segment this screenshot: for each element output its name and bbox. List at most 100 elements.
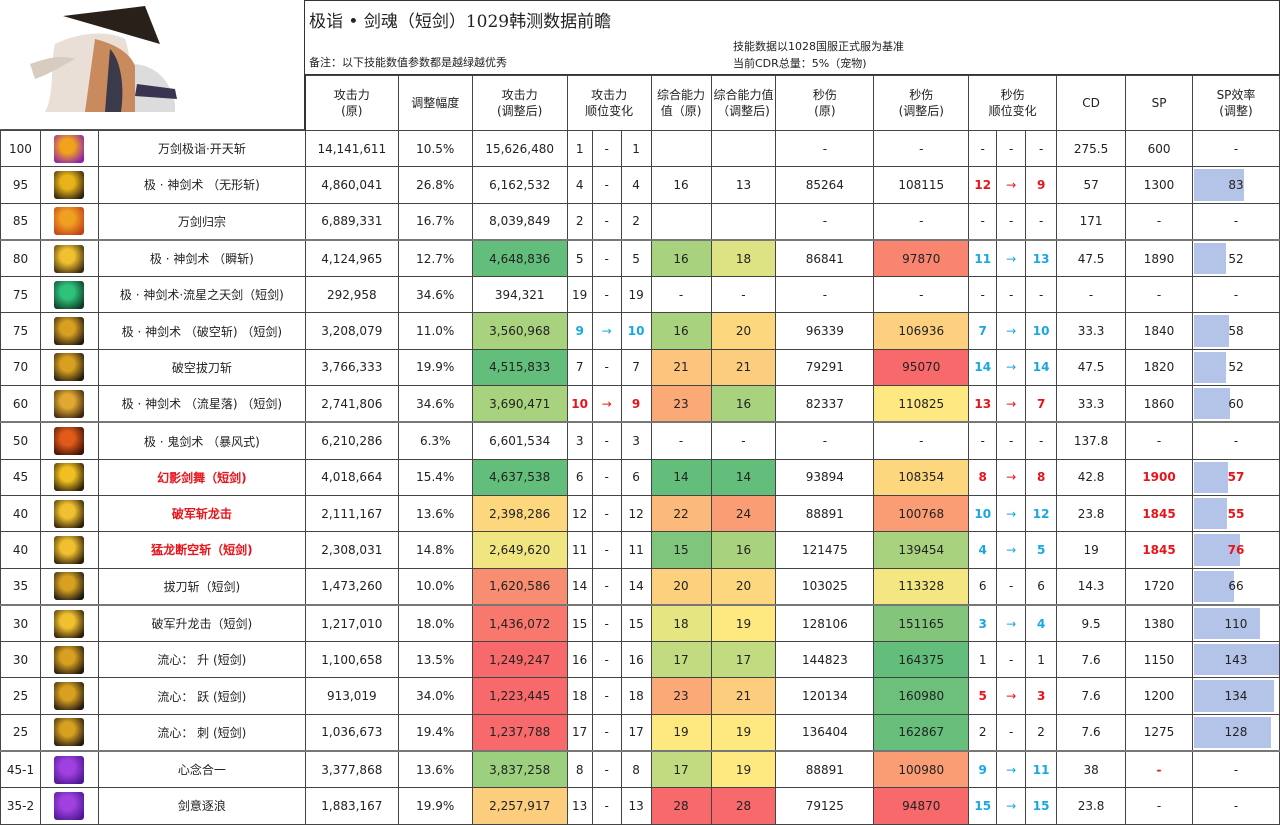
basis-line-1: 技能数据以1028国服正式服为基准 (733, 40, 904, 53)
skill-level: 25 (0, 713, 41, 752)
dps-rank-arrow: - (996, 567, 1027, 606)
atk-rank-arrow: - (591, 166, 622, 204)
liuxing-icon (54, 389, 85, 418)
adj-pct: 15.4% (397, 458, 473, 496)
table-row: 35-2 剑意逐浪 1,883,167 19.9% 2,257,917 13 -… (0, 787, 1280, 825)
atk-rank-before: 5 (566, 238, 593, 278)
dps-adj: 139454 (873, 531, 970, 569)
atk-rank-arrow: - (591, 531, 622, 569)
dps-orig: 121475 (775, 531, 875, 569)
overall-orig: 28 (650, 787, 712, 825)
overall-adj: 28 (710, 787, 777, 825)
sp-cost: - (1125, 750, 1193, 789)
atk-rank-arrow: - (591, 713, 622, 752)
table-row: 60 极 · 神剑术 （流星落) （短剑) 2,741,806 34.6% 3,… (0, 385, 1280, 423)
dps-rank-before: 2 (968, 713, 998, 752)
sp-efficiency-bar (1193, 570, 1234, 602)
atk-orig: 6,889,331 (304, 202, 399, 241)
atk-orig: 4,124,965 (304, 238, 399, 278)
atk-rank-before: 8 (566, 750, 593, 789)
skill-icon-cell (39, 348, 99, 387)
skill-icon-cell (39, 238, 99, 278)
sp-efficiency: 76 (1191, 531, 1280, 569)
skill-name: 猛龙断空斩（短剑) (97, 531, 306, 569)
skill-level: 85 (0, 202, 41, 241)
atk-rank-arrow: - (591, 567, 622, 606)
dps-orig: 79291 (775, 348, 875, 387)
sp-efficiency: - (1191, 276, 1280, 314)
badao-icon (54, 353, 85, 382)
sp-efficiency-bar (1193, 716, 1271, 749)
sp-efficiency-bar (1193, 680, 1274, 712)
atk-adj: 15,626,480 (471, 129, 568, 168)
atk-orig: 913,019 (304, 677, 399, 715)
dps-rank-before: 10 (968, 494, 998, 533)
skill-name: 流心： 跃 (短剑) (97, 677, 306, 715)
overall-orig: - (650, 421, 712, 460)
atk-rank-arrow: → (591, 385, 622, 423)
skill-level: 35 (0, 567, 41, 606)
sp-cost: 1845 (1125, 494, 1193, 533)
dps-adj: 108354 (873, 458, 970, 496)
skill-level: 60 (0, 385, 41, 423)
col-atk-rank: 攻击力 顺位变化 (566, 75, 652, 131)
overall-orig: 22 (650, 494, 712, 533)
atk-rank-after: 10 (620, 312, 652, 350)
atk-adj: 4,648,836 (471, 238, 568, 278)
atk-adj: 394,321 (471, 276, 568, 314)
skill-icon-cell (39, 312, 99, 350)
sp-efficiency: - (1191, 750, 1280, 789)
adj-pct: 6.3% (397, 421, 473, 460)
sp-efficiency-bar (1193, 315, 1229, 347)
basis-text: 技能数据以1028国服正式服为基准 当前CDR总量：5%（宠物) (733, 38, 904, 72)
dps-orig: 88891 (775, 750, 875, 789)
dps-rank-before: 13 (968, 385, 998, 423)
skill-level: 40 (0, 531, 41, 569)
table-row: 100 万剑极诣·开天斩 14,141,611 10.5% 15,626,480… (0, 129, 1280, 168)
dps-adj: 100768 (873, 494, 970, 533)
overall-adj: 19 (710, 713, 777, 752)
dps-adj: 113328 (873, 567, 970, 606)
dps-rank-arrow: → (996, 603, 1027, 643)
cooldown: 19 (1056, 531, 1127, 569)
sp-efficiency-bar (1193, 461, 1228, 493)
overall-orig: 23 (650, 677, 712, 715)
atk-rank-after: 6 (620, 458, 652, 496)
atk-orig: 4,018,664 (304, 458, 399, 496)
dps-rank-after: 8 (1025, 458, 1058, 496)
cooldown: 57 (1056, 166, 1127, 204)
table-row: 45 幻影剑舞（短剑) 4,018,664 15.4% 4,637,538 6 … (0, 458, 1280, 496)
atk-rank-arrow: - (591, 202, 622, 241)
overall-adj: 19 (710, 603, 777, 643)
dps-rank-arrow: → (996, 312, 1027, 350)
overall-adj (710, 202, 777, 241)
adj-pct: 34.0% (397, 677, 473, 715)
cooldown: 23.8 (1056, 787, 1127, 825)
atk-orig: 3,208,079 (304, 312, 399, 350)
atk-rank-after: 8 (620, 750, 652, 789)
skill-level: 75 (0, 312, 41, 350)
dps-rank-after: 11 (1025, 750, 1058, 789)
atk-orig: 14,141,611 (304, 129, 399, 168)
atk-orig: 1,473,260 (304, 567, 399, 606)
cooldown: 9.5 (1056, 603, 1127, 643)
dps-rank-before: 7 (968, 312, 998, 350)
skill-level: 45 (0, 458, 41, 496)
atk-rank-arrow: - (591, 276, 622, 314)
atk-rank-before: 3 (566, 421, 593, 460)
atk-adj: 1,237,788 (471, 713, 568, 752)
huanying-icon (54, 463, 85, 492)
skill-level: 35-2 (0, 787, 41, 825)
cooldown: 47.5 (1056, 348, 1127, 387)
atk-rank-after: 11 (620, 531, 652, 569)
dps-adj: 108115 (873, 166, 970, 204)
overall-adj: 19 (710, 750, 777, 789)
skill-name: 幻影剑舞（短剑) (97, 458, 306, 496)
skill-level: 25 (0, 677, 41, 715)
col-dps-adj: 秒伤 (调整后) (873, 75, 970, 131)
dps-rank-after: 15 (1025, 787, 1058, 825)
overall-orig: - (650, 276, 712, 314)
skill-name: 拔刀斩（短剑) (97, 567, 306, 606)
cooldown: 47.5 (1056, 238, 1127, 278)
atk-orig: 2,741,806 (304, 385, 399, 423)
